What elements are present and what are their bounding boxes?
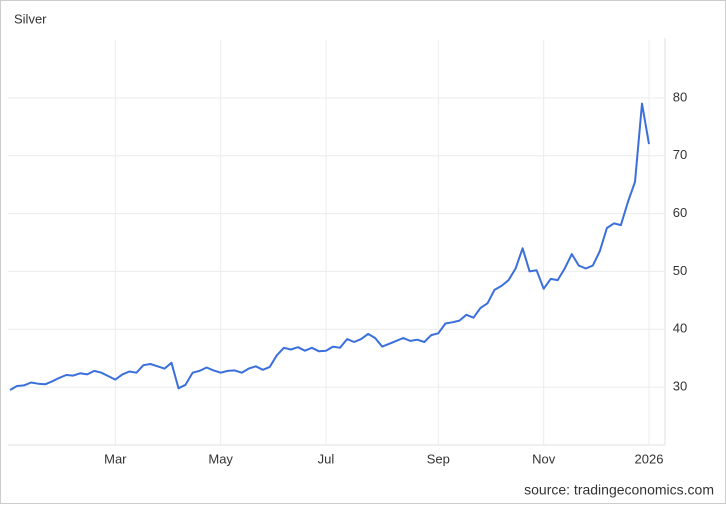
y-tick-label: 40 <box>673 321 687 336</box>
x-tick-label: 2026 <box>635 451 664 466</box>
x-tick-label: Mar <box>104 451 127 466</box>
chart-title: Silver <box>14 11 47 26</box>
x-tick-label: Sep <box>427 451 450 466</box>
y-tick-label: 30 <box>673 379 687 394</box>
x-tick-label: May <box>208 451 233 466</box>
price-line <box>9 102 650 391</box>
x-tick-label: Nov <box>532 451 556 466</box>
x-tick-label: Jul <box>318 451 335 466</box>
y-tick-label: 70 <box>673 147 687 162</box>
y-tick-label: 50 <box>673 263 687 278</box>
source: source: tradingeconomics.com <box>524 482 714 498</box>
y-tick-label: 60 <box>673 205 687 220</box>
y-tick-label: 80 <box>673 89 687 104</box>
